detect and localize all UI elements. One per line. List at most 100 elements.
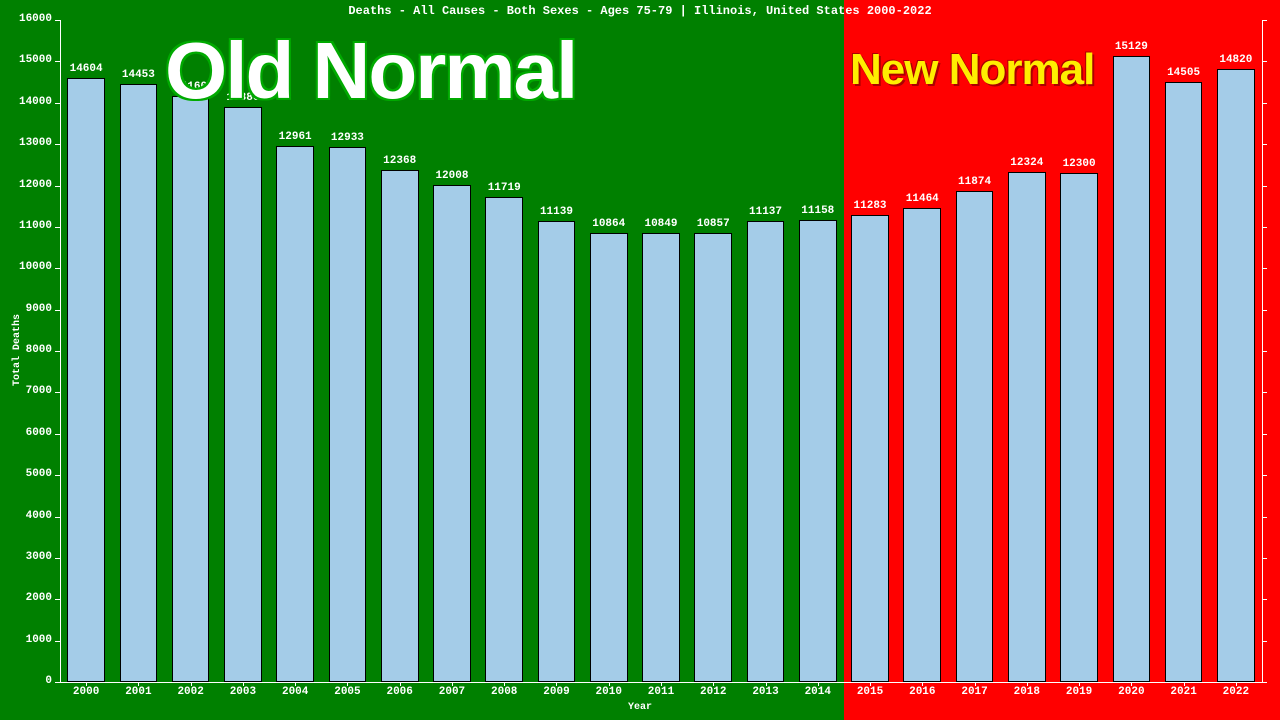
overlay-new-normal: New Normal [850, 45, 1094, 95]
bar-value-label: 14604 [60, 63, 112, 75]
bar-value-label: 11719 [478, 182, 530, 194]
y-tick-mark-right [1262, 682, 1267, 683]
bar-value-label: 12933 [321, 132, 373, 144]
bar [538, 221, 576, 682]
bar-value-label: 14820 [1210, 54, 1262, 66]
y-tick-mark [55, 268, 60, 269]
bar [1060, 173, 1098, 682]
bar [1008, 172, 1046, 682]
bar-value-label: 14505 [1158, 67, 1210, 79]
bar-value-label: 12300 [1053, 158, 1105, 170]
x-tick-label: 2013 [744, 686, 788, 698]
y-tick-label: 8000 [12, 344, 52, 356]
y-tick-mark-right [1262, 144, 1267, 145]
x-tick-label: 2019 [1057, 686, 1101, 698]
y-tick-mark [55, 434, 60, 435]
bar-value-label: 10857 [687, 218, 739, 230]
y-tick-label: 3000 [12, 551, 52, 563]
bar-value-label: 11283 [844, 200, 896, 212]
y-tick-mark-right [1262, 392, 1267, 393]
y-tick-mark [55, 599, 60, 600]
y-tick-mark-right [1262, 351, 1267, 352]
bar-value-label: 12368 [374, 155, 426, 167]
y-tick-mark [55, 310, 60, 311]
y-tick-label: 1000 [12, 634, 52, 646]
x-tick-label: 2015 [848, 686, 892, 698]
y-tick-mark-right [1262, 599, 1267, 600]
y-tick-mark [55, 517, 60, 518]
x-axis-label: Year [0, 702, 1280, 713]
x-tick-label: 2016 [900, 686, 944, 698]
bar-value-label: 12324 [1001, 157, 1053, 169]
y-axis-line [60, 20, 61, 682]
bar [1165, 82, 1203, 682]
x-tick-label: 2017 [953, 686, 997, 698]
y-tick-mark-right [1262, 517, 1267, 518]
bar [590, 233, 628, 682]
bar-value-label: 12961 [269, 131, 321, 143]
bar-value-label: 11874 [949, 176, 1001, 188]
x-tick-label: 2012 [691, 686, 735, 698]
x-tick-label: 2005 [325, 686, 369, 698]
y-tick-mark [55, 144, 60, 145]
bar-value-label: 10849 [635, 218, 687, 230]
y-tick-mark-right [1262, 434, 1267, 435]
y-tick-mark-right [1262, 186, 1267, 187]
bar-value-label: 11158 [792, 205, 844, 217]
y-tick-label: 15000 [12, 54, 52, 66]
bar-value-label: 11139 [530, 206, 582, 218]
y-tick-mark-right [1262, 61, 1267, 62]
x-tick-label: 2003 [221, 686, 265, 698]
bar [381, 170, 419, 682]
x-tick-label: 2002 [169, 686, 213, 698]
x-tick-label: 2009 [534, 686, 578, 698]
x-tick-label: 2007 [430, 686, 474, 698]
y-tick-label: 9000 [12, 303, 52, 315]
chart-title: Deaths - All Causes - Both Sexes - Ages … [0, 4, 1280, 18]
y-tick-mark [55, 475, 60, 476]
y-tick-label: 4000 [12, 510, 52, 522]
x-tick-label: 2014 [796, 686, 840, 698]
bar [956, 191, 994, 682]
y-tick-mark [55, 351, 60, 352]
bar-value-label: 12008 [426, 170, 478, 182]
bar [903, 208, 941, 682]
y-tick-label: 5000 [12, 468, 52, 480]
y-tick-mark [55, 392, 60, 393]
x-tick-label: 2018 [1005, 686, 1049, 698]
y-tick-mark [55, 641, 60, 642]
bar-value-label: 15129 [1105, 41, 1157, 53]
bar [694, 233, 732, 682]
y-tick-mark-right [1262, 227, 1267, 228]
y-tick-label: 6000 [12, 427, 52, 439]
bar [433, 185, 471, 682]
y-tick-label: 12000 [12, 179, 52, 191]
bar-value-label: 14453 [112, 69, 164, 81]
bar-value-label: 11464 [896, 193, 948, 205]
bar [747, 221, 785, 682]
y-tick-label: 13000 [12, 137, 52, 149]
bar [172, 96, 210, 682]
bar [276, 146, 314, 682]
bar [485, 197, 523, 682]
y-tick-mark [55, 227, 60, 228]
bar [224, 107, 262, 682]
bar-value-label: 10864 [583, 218, 635, 230]
x-tick-label: 2011 [639, 686, 683, 698]
y-tick-mark [55, 558, 60, 559]
y-tick-label: 7000 [12, 385, 52, 397]
x-tick-label: 2006 [378, 686, 422, 698]
bar [120, 84, 158, 682]
x-tick-label: 2000 [64, 686, 108, 698]
bar [799, 220, 837, 682]
y-tick-label: 14000 [12, 96, 52, 108]
y-tick-label: 2000 [12, 592, 52, 604]
y-tick-mark-right [1262, 641, 1267, 642]
y-tick-mark [55, 682, 60, 683]
y-tick-mark-right [1262, 310, 1267, 311]
bar [851, 215, 889, 682]
y-tick-mark-right [1262, 103, 1267, 104]
bar [329, 147, 367, 682]
y-tick-mark [55, 186, 60, 187]
x-tick-label: 2008 [482, 686, 526, 698]
